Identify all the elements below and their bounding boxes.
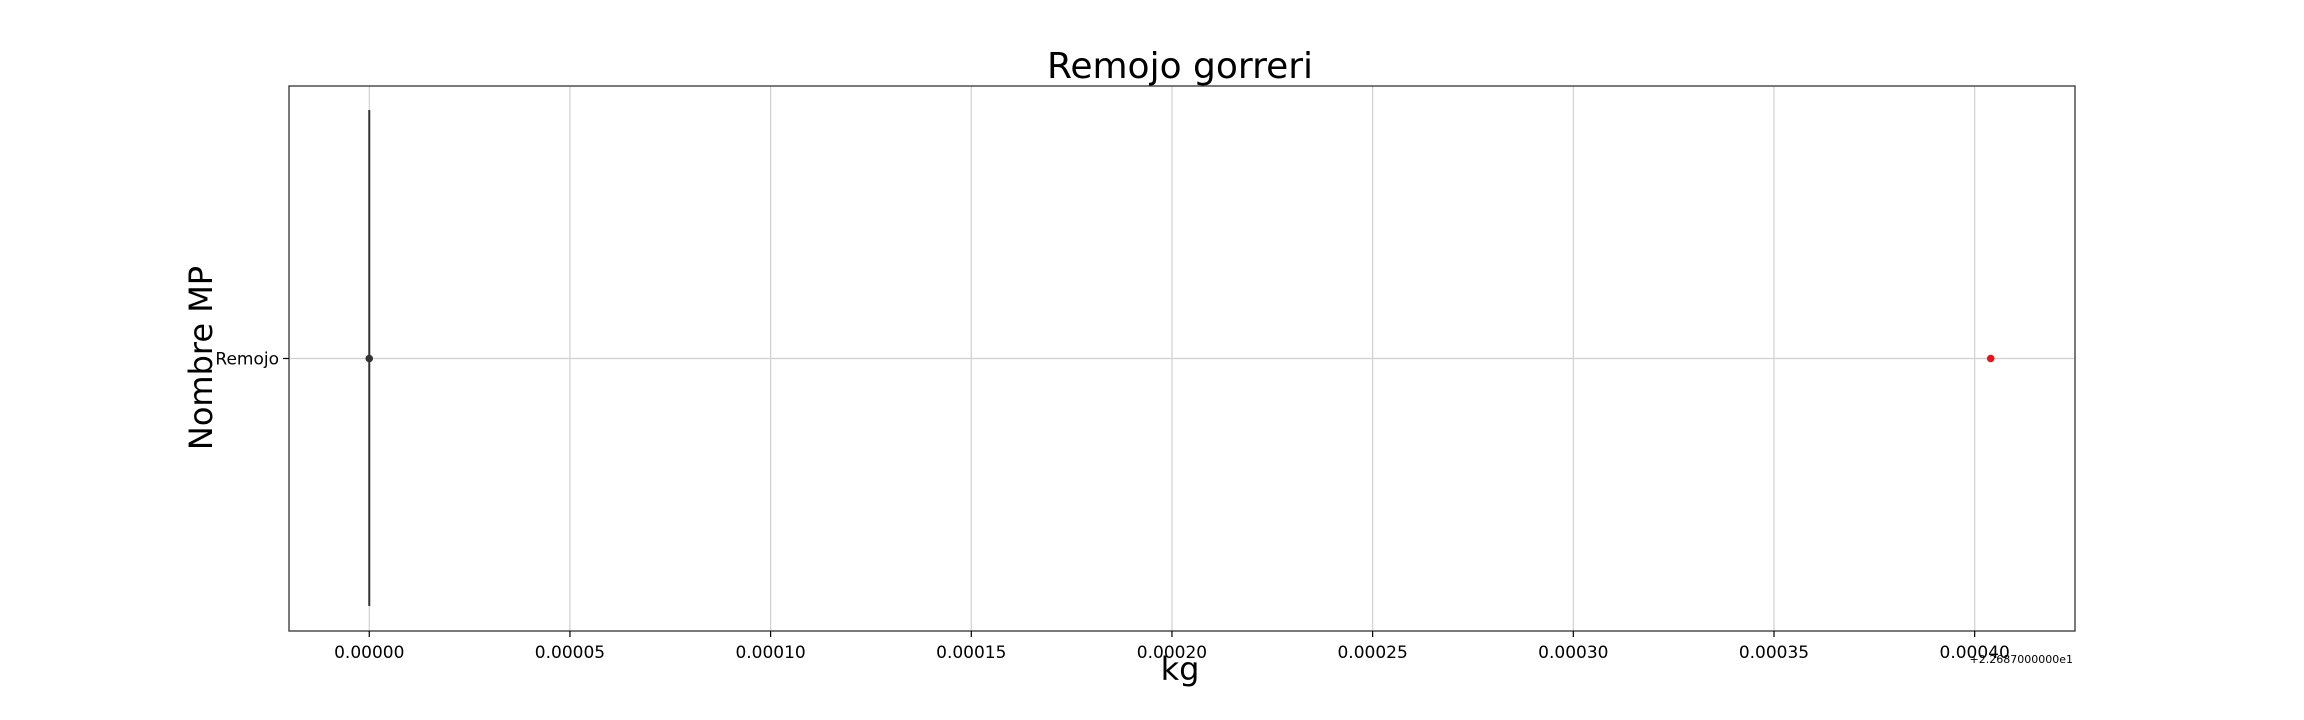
grid-layer xyxy=(289,86,2075,631)
x-tick-label: 0.00040 xyxy=(1940,643,2010,663)
x-tick-label: 0.00035 xyxy=(1739,643,1809,663)
x-tick-label: 0.00025 xyxy=(1337,643,1407,663)
x-axis-label: kg xyxy=(1161,650,1200,688)
data-point xyxy=(365,354,374,363)
ticks-layer: 0.00000 0.00005 0.00010 0.00015 0.00020 0.000… xyxy=(215,350,2009,664)
x-tick-label: 0.00010 xyxy=(735,643,805,663)
x-tick-label: 0.00005 xyxy=(535,643,605,663)
x-tick-label: 0.00015 xyxy=(936,643,1006,663)
x-tick-label: 0.00030 xyxy=(1538,643,1608,663)
y-axis-label: Nombre MP xyxy=(182,266,220,450)
x-tick-label: 0.00020 xyxy=(1137,643,1207,663)
x-axis-offset-label: +2.2687000000e1 xyxy=(1970,653,2073,666)
chart-title: Remojo gorreri xyxy=(1047,46,1313,87)
data-point xyxy=(1986,354,1995,363)
marks-layer xyxy=(365,110,1995,606)
y-tick-label: Remojo xyxy=(215,350,279,370)
x-tick-label: 0.00000 xyxy=(334,643,404,663)
